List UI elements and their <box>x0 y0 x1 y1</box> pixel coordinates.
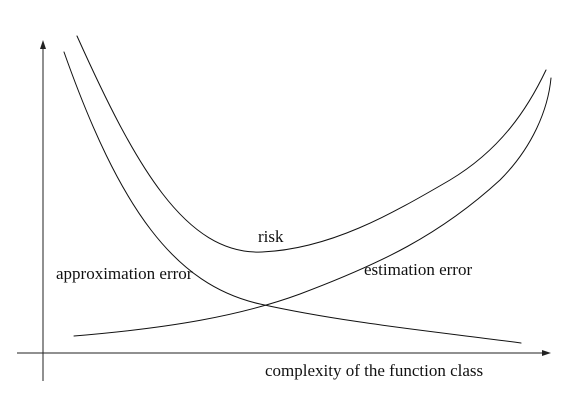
y-axis-arrow-icon <box>40 40 46 49</box>
axes <box>17 40 551 381</box>
x-axis-label: complexity of the function class <box>265 361 483 380</box>
x-axis-arrow-icon <box>542 350 551 356</box>
approximation-error-curve <box>63 51 522 344</box>
approximation-error-label: approximation error <box>56 264 193 283</box>
risk-curve <box>76 35 547 253</box>
risk-label: risk <box>258 227 284 246</box>
estimation-error-curve <box>73 77 552 337</box>
estimation-error-label: estimation error <box>364 260 472 279</box>
